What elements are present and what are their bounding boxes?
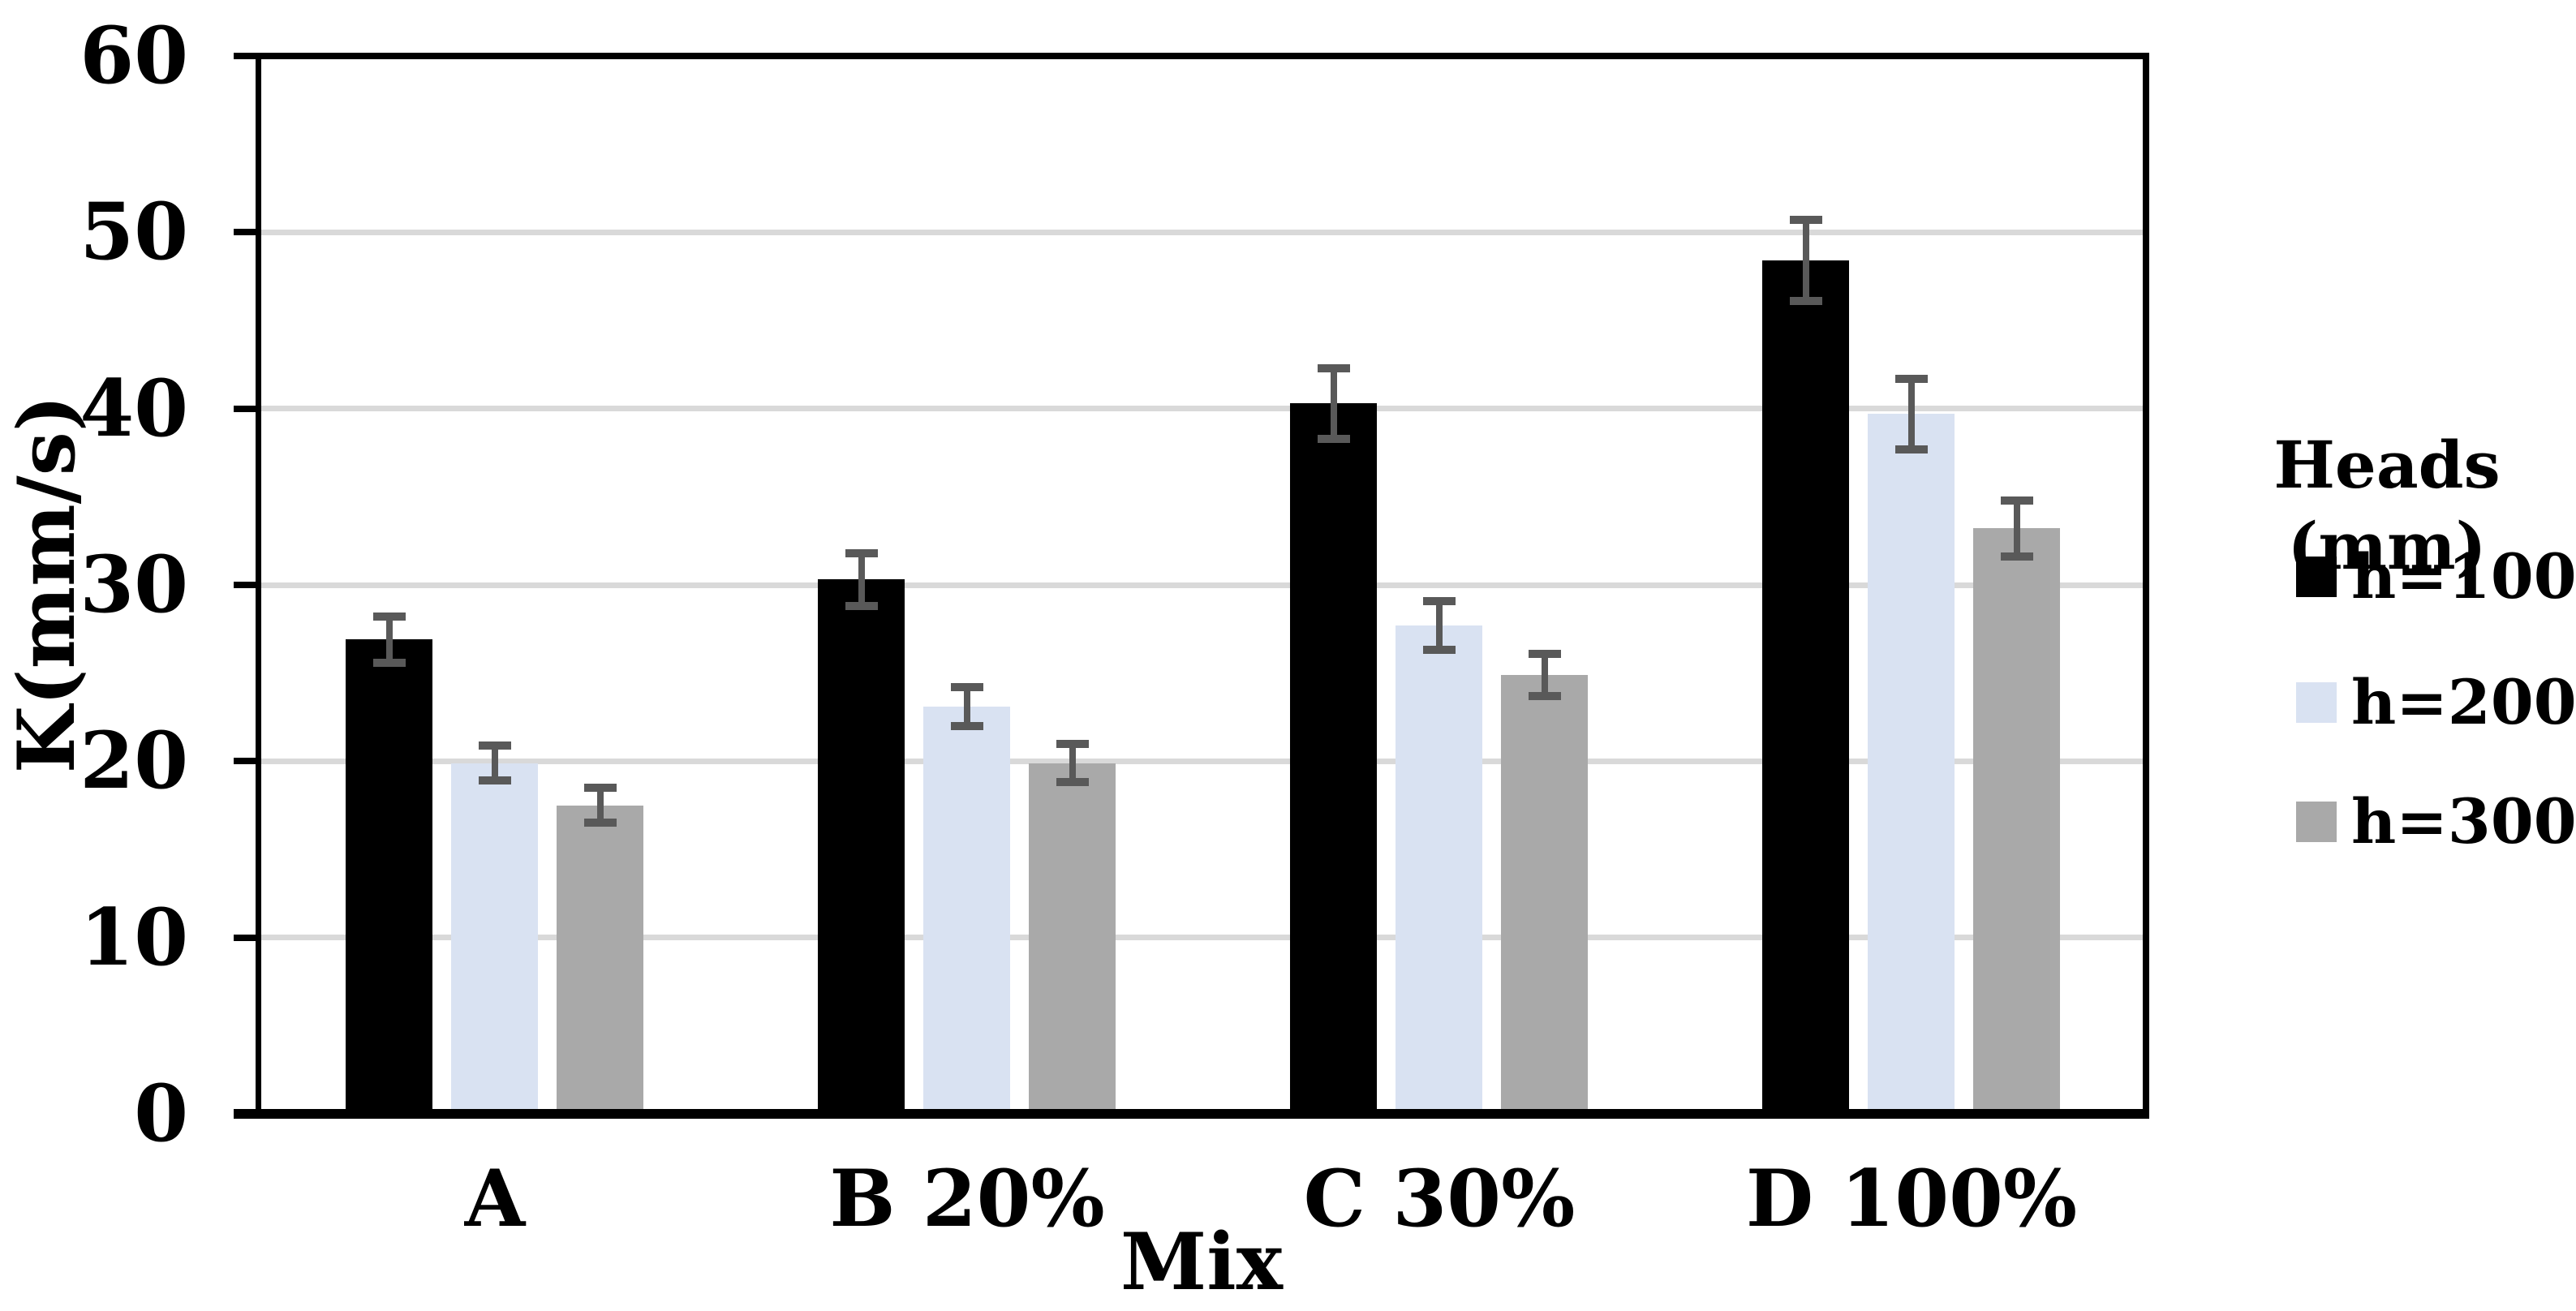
legend-swatch-h=100 [2296, 557, 2337, 597]
bar-h=300-C 30% [1501, 675, 1588, 1109]
error-bar-cap [845, 602, 878, 610]
gridline [261, 230, 2143, 235]
y-tick-label: 0 [134, 1068, 188, 1159]
error-bar-cap [373, 613, 406, 621]
error-bar-stem [597, 788, 604, 823]
bar-h=200-C 30% [1396, 625, 1482, 1109]
legend-label-h=200: h=200 [2351, 666, 2576, 738]
error-bar-cap [1790, 216, 1822, 224]
y-tick-label: 40 [80, 363, 188, 454]
gridline [261, 406, 2143, 411]
bar-h=300-D 100% [1973, 528, 2060, 1109]
error-bar-cap [1895, 375, 1928, 383]
x-axis-line [234, 1109, 2149, 1119]
y-axis-tick [234, 406, 258, 412]
error-bar-cap [1423, 597, 1456, 605]
legend-label-h=300: h=300 [2351, 785, 2576, 858]
error-bar-stem [1069, 744, 1076, 783]
bar-h=200-B 20% [923, 707, 1010, 1109]
error-bar-cap [584, 784, 617, 792]
error-bar-cap [479, 741, 511, 750]
bar-h=300-A [557, 806, 643, 1109]
error-bar-stem [1436, 601, 1443, 651]
bar-h=300-B 20% [1029, 763, 1116, 1109]
y-tick-label: 10 [80, 892, 188, 983]
error-bar-cap [2001, 496, 2033, 505]
error-bar-cap [845, 549, 878, 557]
y-tick-label: 50 [80, 186, 188, 277]
x-category-label: C 30% [1303, 1153, 1576, 1244]
error-bar-stem [1908, 379, 1915, 449]
error-bar-cap [1529, 650, 1561, 658]
error-bar-cap [1318, 435, 1350, 443]
y-axis-line [256, 53, 261, 1119]
gridline [261, 759, 2143, 764]
y-axis-tick [234, 229, 258, 235]
x-category-label: A [464, 1153, 526, 1244]
error-bar-cap [2001, 552, 2033, 561]
error-bar-cap [1423, 646, 1456, 654]
error-bar-cap [479, 776, 511, 784]
y-axis-tick [234, 53, 258, 59]
error-bar-cap [1790, 297, 1822, 305]
legend-label-h=100: h=100 [2351, 540, 2576, 613]
y-axis-tick [234, 935, 258, 941]
error-bar-stem [492, 746, 498, 780]
gridline [261, 935, 2143, 940]
gridline [261, 582, 2143, 588]
error-bar-stem [2014, 501, 2020, 557]
legend-swatch-h=300 [2296, 802, 2337, 842]
error-bar-stem [858, 553, 865, 606]
error-bar-stem [1331, 368, 1337, 439]
bar-h=200-D 100% [1868, 414, 1955, 1109]
bar-h=100-C 30% [1290, 403, 1377, 1109]
error-bar-cap [1318, 364, 1350, 372]
bar-h=100-B 20% [818, 579, 905, 1109]
error-bar-stem [964, 687, 970, 726]
y-tick-label: 20 [80, 715, 188, 806]
bar-h=100-A [346, 639, 432, 1109]
error-bar-cap [1056, 740, 1089, 748]
plot-border-top [256, 53, 2149, 59]
x-category-label: D 100% [1745, 1153, 2078, 1244]
error-bar-cap [951, 683, 983, 691]
error-bar-cap [584, 819, 617, 827]
error-bar-stem [1542, 654, 1548, 696]
bar-h=100-D 100% [1762, 260, 1849, 1109]
bar-h=200-A [451, 763, 538, 1109]
x-category-label: B 20% [829, 1153, 1105, 1244]
error-bar-stem [1803, 220, 1809, 301]
y-tick-label: 30 [80, 539, 188, 630]
legend-title: Heads (mm) [2273, 427, 2501, 584]
y-axis-tick [234, 582, 258, 588]
x-axis-title: Mix [1120, 1216, 1283, 1308]
error-bar-cap [373, 659, 406, 667]
error-bar-cap [951, 722, 983, 730]
error-bar-cap [1056, 778, 1089, 786]
error-bar-cap [1895, 445, 1928, 453]
y-axis-tick [234, 758, 258, 764]
error-bar-stem [386, 617, 393, 663]
plot-border-right [2143, 53, 2149, 1119]
y-tick-label: 60 [80, 10, 188, 101]
error-bar-cap [1529, 692, 1561, 700]
legend-swatch-h=200 [2296, 682, 2337, 723]
